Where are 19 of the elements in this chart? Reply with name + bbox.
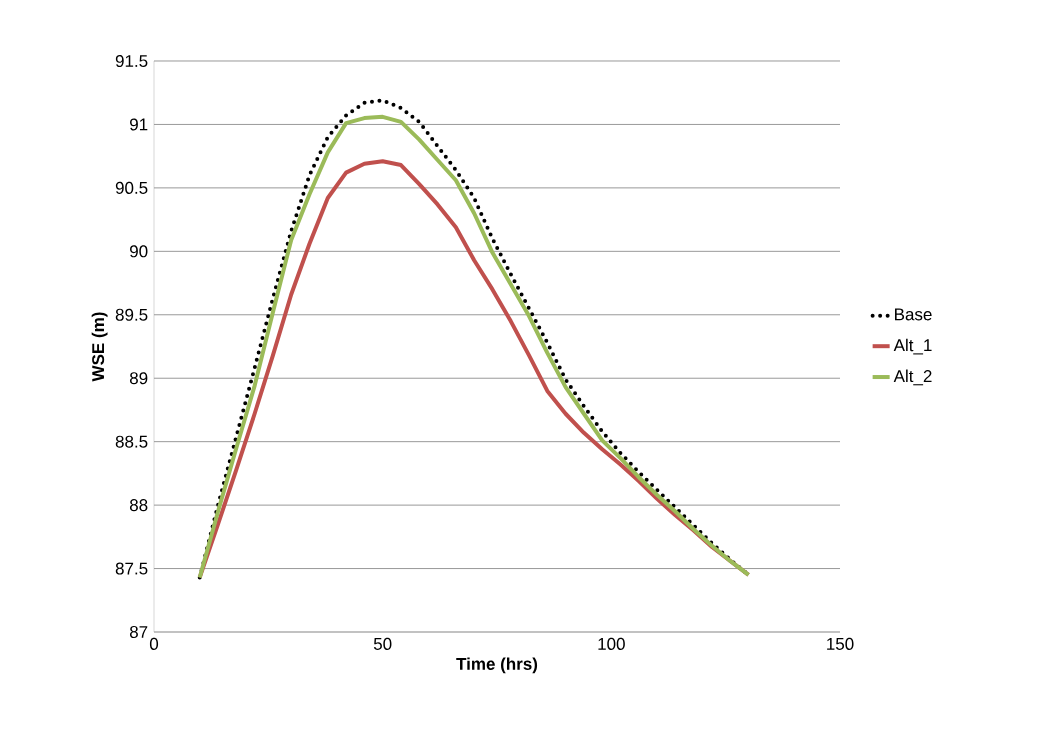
y-tick-label: 90.5	[115, 181, 148, 194]
x-axis-title: Time (hrs)	[456, 657, 538, 674]
y-tick-label: 90	[130, 245, 148, 258]
legend-label: Alt_2	[893, 369, 932, 386]
y-tick-label: 88	[129, 499, 148, 512]
y-axis-title: WSE (m)	[91, 312, 108, 382]
y-tick-label: 89.5	[115, 308, 148, 321]
legend-label: Base	[895, 308, 932, 321]
y-tick-label: 88.5	[115, 435, 148, 448]
x-tick-label: 100	[598, 637, 625, 650]
y-tick-label: 87	[129, 625, 148, 639]
y-tick-label: 89	[129, 372, 148, 385]
x-tick-label: 0	[149, 637, 159, 650]
x-tick-label: 150	[827, 637, 854, 650]
y-tick-label: 87.5	[115, 562, 148, 575]
legend-label: Alt_1	[893, 338, 932, 355]
x-tick-label: 50	[373, 637, 392, 650]
y-tick-label: 91.5	[115, 54, 148, 68]
y-tick-label: 91	[130, 118, 148, 131]
